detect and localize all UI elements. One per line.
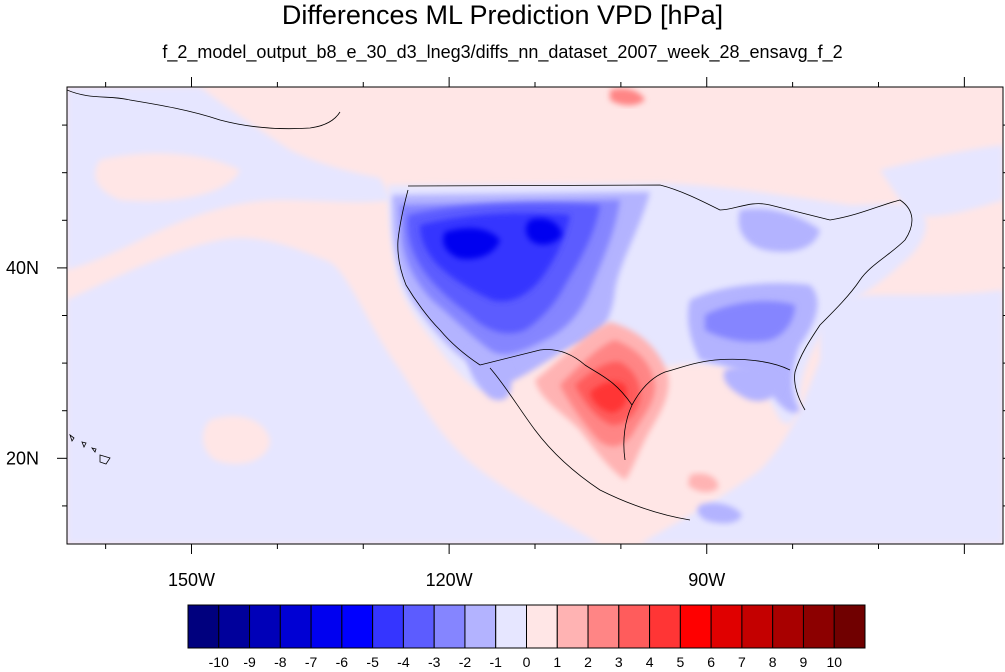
us-east-coastline [794, 199, 913, 411]
colorbar-label: 7 [738, 654, 746, 670]
colorbar-swatch [710, 604, 743, 649]
colorbar-swatch [310, 604, 343, 649]
colorbar-label: -1 [490, 654, 503, 670]
y-tick-label: 20N [6, 448, 39, 468]
colorbar-label: -5 [366, 654, 379, 670]
axis-ticks [57, 77, 1005, 554]
colorbar-label: 3 [615, 654, 623, 670]
southeast-blue-level-3 [705, 301, 795, 342]
colorbar-label: 4 [646, 654, 654, 670]
colorbar-label: -2 [459, 654, 472, 670]
mexico-south-blue-region [697, 503, 742, 524]
y-tick-label: 40N [6, 258, 39, 278]
colorbar-label: 10 [826, 654, 842, 670]
field-shading [67, 87, 1003, 544]
colorbar-swatch [833, 604, 866, 649]
colorbar-swatch [649, 604, 681, 649]
us-blue-core-1 [443, 228, 500, 260]
colorbar-label: -9 [243, 654, 256, 670]
map-title: Differences ML Prediction VPD [hPa] [281, 0, 724, 30]
colorbar-label: 9 [800, 654, 808, 670]
colorbar-swatch [249, 604, 281, 649]
colorbar-swatch [402, 604, 435, 649]
x-tick-label: 150W [168, 570, 215, 590]
arctic-pink-patch [610, 88, 645, 106]
colorbar-swatch [556, 604, 589, 649]
colorbar-swatch [341, 604, 374, 649]
colorbar-swatch [464, 604, 497, 649]
colorbar-swatch [218, 604, 251, 649]
colorbar-label: 6 [707, 654, 715, 670]
alaska-coastline [67, 89, 341, 130]
colorbar-label: 5 [676, 654, 684, 670]
pacific-light-blue-region [67, 238, 600, 544]
us-west-coastline [397, 189, 481, 366]
texas-warm-level-4 [590, 381, 627, 413]
colorbar-swatch [618, 604, 651, 649]
colorbar-swatch [772, 604, 804, 649]
colorbar-swatch [741, 604, 774, 649]
axis-labels: 150W 120W 90W 40N 20N [6, 258, 725, 590]
colorbar-swatch [679, 604, 712, 649]
colorbar-swatch [526, 604, 558, 649]
hawaii-pink-patch [203, 416, 270, 464]
atlantic-light-blue-region [640, 290, 1003, 544]
colorbar-label: -6 [336, 654, 349, 670]
colorbar-swatch [279, 604, 312, 649]
colorbar-swatch [802, 604, 835, 649]
map-subtitle: f_2_model_output_b8_e_30_d3_lneg3/diffs_… [162, 42, 843, 62]
northeast-blue-region [738, 208, 820, 252]
colorbar-swatch [187, 604, 220, 649]
colorbar-label: 8 [769, 654, 777, 670]
gulf-blue-region [723, 366, 780, 402]
x-tick-label: 90W [688, 570, 725, 590]
colorbar: -10 -9 -8 -7 -6 -5 -4 -3 -2 -1 0 1 2 3 4 5 6 7 8 9 10 [187, 604, 866, 670]
colorbar-swatch [433, 604, 466, 649]
coastlines [67, 89, 913, 521]
colorbar-label: -3 [428, 654, 441, 670]
hawaii-islands [69, 433, 111, 465]
colorbar-label: 0 [523, 654, 531, 670]
baja-blue-region [468, 348, 512, 401]
colorbar-swatch [587, 604, 620, 649]
us-blue-core-2 [525, 218, 562, 245]
us-mexico-border [479, 349, 633, 406]
x-tick-label: 120W [426, 570, 473, 590]
mexico-pink-patch [688, 473, 719, 492]
us-northern-border [407, 184, 831, 221]
colorbar-swatch [495, 604, 527, 649]
colorbar-label: 1 [553, 654, 561, 670]
colorbar-label: -4 [397, 654, 410, 670]
mexico-pacific-coastline [489, 367, 691, 521]
colorbar-label: -8 [274, 654, 287, 670]
north-pacific-pink-patch [95, 153, 241, 202]
gulf-coastline [623, 358, 791, 461]
atlantic-light-blue-north [880, 145, 1003, 217]
colorbar-swatch [372, 604, 404, 649]
colorbar-label: 2 [584, 654, 592, 670]
colorbar-label: -7 [305, 654, 318, 670]
colorbar-label: -10 [209, 654, 229, 670]
